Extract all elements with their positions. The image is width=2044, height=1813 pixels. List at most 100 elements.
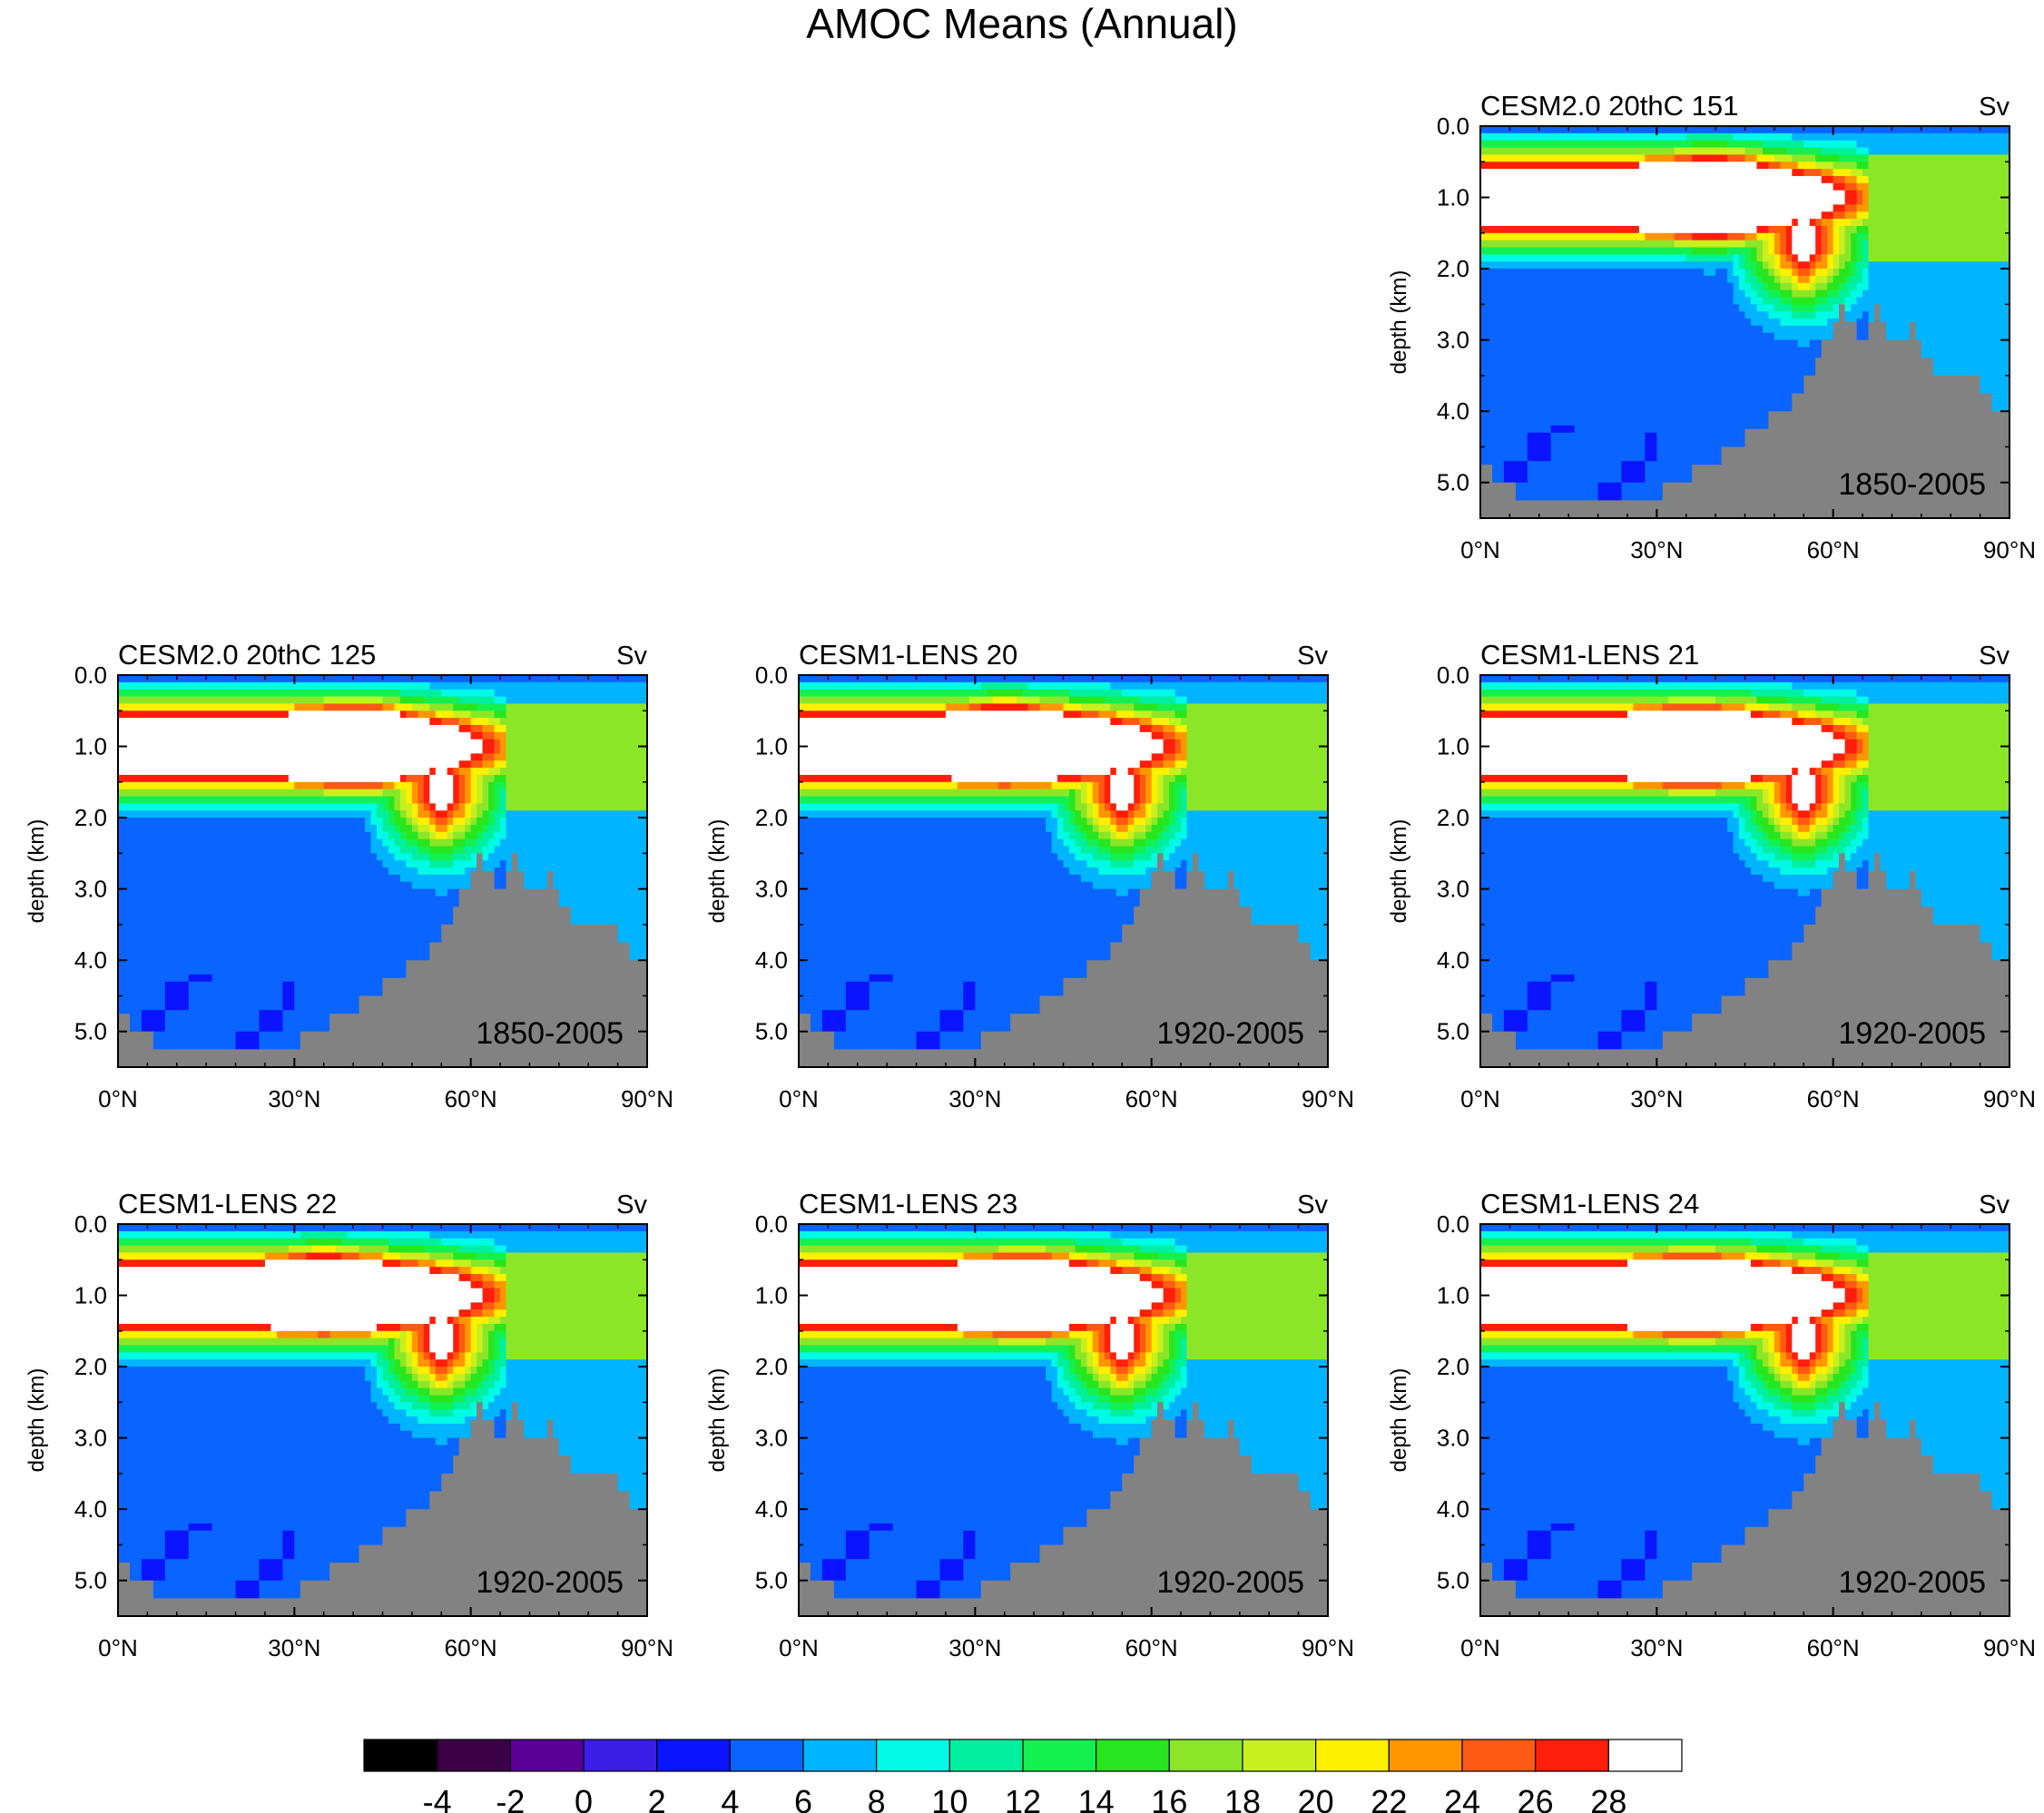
panel-7: 0.0 1.0 2.0 3.0 4.0 5.0 0°N 30°N 60°N 90°N depth (… [1387,1188,2036,1661]
y-tick-label: 3.0 [755,1425,788,1452]
colorbar-label: 8 [868,1783,886,1813]
panel-units: Sv [1297,642,1328,671]
colorbar-box [437,1739,511,1772]
x-tick-label: 90°N [1983,536,2036,564]
y-tick-label: 0.0 [74,1210,107,1238]
figure-title: AMOC Means (Annual) [806,0,1238,47]
y-tick-label: 0.0 [74,662,107,689]
colorbar-label: 2 [648,1783,666,1813]
y-tick-label: 5.0 [1437,1567,1469,1594]
y-tick-label: 5.0 [755,1567,788,1594]
bathymetry [1480,853,2010,1067]
colorbar-label: -2 [496,1783,525,1813]
y-tick-label: 1.0 [1437,1282,1469,1309]
panels: 0.0 1.0 2.0 3.0 4.0 5.0 0°N 30°N 60°N 90°N depth (… [25,90,2036,1661]
colorbar-box [802,1739,878,1772]
y-axis-label: depth (km) [1387,270,1411,375]
x-tick-label: 60°N [1807,1634,1860,1661]
y-tick-label: 3.0 [1437,1425,1469,1452]
panel-6: 0.0 1.0 2.0 3.0 4.0 5.0 0°N 30°N 60°N 90°N depth (… [705,1188,1354,1661]
colorbar-box [656,1739,731,1772]
x-tick-label: 30°N [948,1634,1001,1661]
panel-4: 0.0 1.0 2.0 3.0 4.0 5.0 0°N 30°N 60°N 90°N depth (… [1387,639,2036,1112]
colorbar-box [1242,1739,1317,1772]
colorbar-box [1388,1739,1463,1772]
panel-title: CESM1-LENS 24 [1480,1188,1699,1220]
y-axis-label: depth (km) [705,1368,730,1473]
panel-3: 0.0 1.0 2.0 3.0 4.0 5.0 0°N 30°N 60°N 90°N depth (… [705,639,1354,1112]
x-tick-label: 0°N [1460,536,1500,564]
colorbar-label: 22 [1371,1783,1407,1813]
panel-period: 1920-2005 [1838,1016,1986,1051]
x-tick-label: 30°N [268,1634,320,1661]
panel-units: Sv [1979,642,2010,671]
colorbar-box [363,1739,438,1772]
x-tick-label: 90°N [621,1085,673,1112]
panel-title: CESM2.0 20thC 151 [1480,90,1738,122]
x-tick-label: 30°N [1630,1634,1683,1661]
bathymetry [1480,1402,2010,1616]
colorbar-label: 4 [721,1783,739,1813]
colorbar-box [583,1739,658,1772]
panel-units: Sv [1297,1191,1328,1220]
colorbar-box [1096,1739,1170,1772]
panel-period: 1850-2005 [1838,467,1986,502]
colorbar-box [948,1739,1024,1772]
y-tick-label: 4.0 [755,1495,788,1523]
y-axis-label: depth (km) [25,819,49,924]
x-tick-label: 30°N [1630,1085,1683,1112]
colorbar-label: 0 [575,1783,593,1813]
y-tick-label: 4.0 [74,1495,107,1523]
colorbar-box [1461,1739,1537,1772]
y-tick-label: 4.0 [755,946,788,974]
x-tick-label: 0°N [779,1085,819,1112]
y-axis-label: depth (km) [1387,819,1411,924]
y-tick-label: 5.0 [1437,469,1469,496]
contour-field [1480,675,2010,1067]
x-tick-label: 60°N [445,1634,497,1661]
colorbar-label: 28 [1590,1783,1626,1813]
y-tick-label: 3.0 [74,876,107,903]
panel-title: CESM1-LENS 21 [1480,639,1699,671]
x-tick-label: 0°N [98,1634,138,1661]
panel-title: CESM1-LENS 22 [118,1188,337,1220]
x-tick-label: 0°N [1460,1634,1500,1661]
y-tick-label: 0.0 [1437,113,1469,140]
y-tick-label: 2.0 [74,1353,107,1380]
colorbar-label: 14 [1078,1783,1115,1813]
y-tick-label: 5.0 [74,1018,107,1045]
panel-title: CESM1-LENS 20 [799,639,1017,671]
panel-period: 1850-2005 [476,1016,624,1051]
bathymetry [799,853,1328,1067]
panel-units: Sv [616,642,647,671]
colorbar-label: 18 [1224,1783,1261,1813]
y-tick-label: 0.0 [755,1210,788,1238]
y-tick-label: 0.0 [755,662,788,689]
x-tick-label: 60°N [1807,536,1860,564]
x-tick-label: 90°N [621,1634,673,1661]
y-tick-label: 3.0 [1437,876,1469,903]
y-tick-label: 3.0 [74,1425,107,1452]
panel-period: 1920-2005 [1838,1565,1986,1600]
x-tick-label: 90°N [1302,1634,1354,1661]
y-axis-label: depth (km) [705,819,730,924]
colorbar-box [1535,1739,1609,1772]
panel-period: 1920-2005 [476,1565,624,1600]
x-tick-label: 60°N [1125,1085,1178,1112]
y-axis-label: depth (km) [25,1368,49,1473]
colorbar: -4 -2 0 2 4 6 8 10 12 14 16 18 20 22 24 26 28 [363,1739,1683,1813]
y-tick-label: 5.0 [755,1018,788,1045]
y-tick-label: 2.0 [1437,804,1469,831]
panel-units: Sv [616,1191,647,1220]
y-tick-label: 3.0 [1437,327,1469,354]
x-tick-label: 90°N [1302,1085,1354,1112]
y-tick-label: 3.0 [755,876,788,903]
y-tick-label: 1.0 [755,1282,788,1309]
colorbar-label: 26 [1518,1783,1554,1813]
y-tick-label: 1.0 [1437,733,1469,760]
colorbar-box [1607,1739,1683,1772]
colorbar-box [729,1739,804,1772]
panel-period: 1920-2005 [1156,1565,1304,1600]
y-tick-label: 1.0 [1437,184,1469,211]
